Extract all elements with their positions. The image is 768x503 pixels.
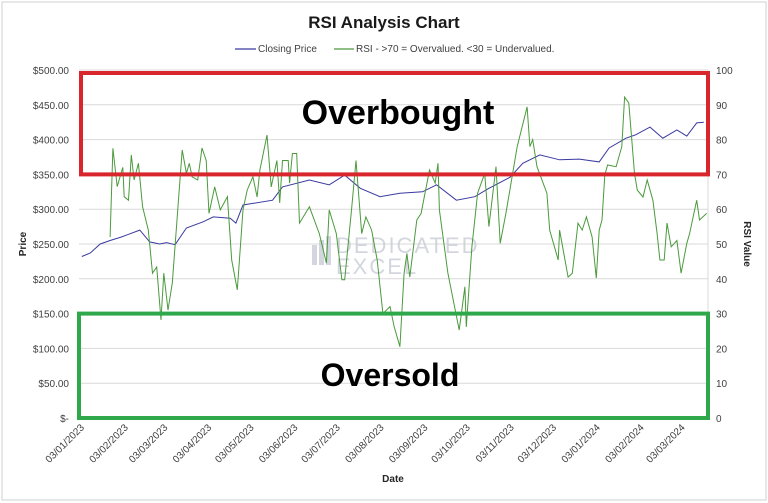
y2-tick-label: 20 [716,344,728,355]
y-tick-label: $300.00 [33,205,70,216]
y2-tick-label: 30 [716,310,728,321]
y-tick-label: $250.00 [33,240,70,251]
watermark-text: EXCEL [336,254,418,279]
legend-rsi-label: RSI - >70 = Overvalued. <30 = Undervalue… [356,44,554,55]
y2-tick-label: 0 [716,414,722,425]
y-tick-label: $450.00 [33,101,70,112]
overbought-zone [79,71,710,177]
watermark-logo-bar [326,236,331,265]
x-axis-title: Date [382,474,404,485]
y-tick-label: $350.00 [33,170,70,181]
oversold-zone [77,311,710,421]
y-tick-label: $- [60,414,69,425]
y2-tick-label: 50 [716,240,728,251]
y-tick-label: $200.00 [33,275,70,286]
y2-axis-title: RSI Value [741,221,752,267]
right-axis-labels: 0 10 20 30 40 50 60 70 80 90 100 [716,66,733,425]
y2-tick-label: 10 [716,379,728,390]
y2-tick-label: 90 [716,101,728,112]
left-axis-labels: $- $50.00 $100.00 $150.00 $200.00 $250.00 $300… [33,66,70,425]
y-tick-label: $100.00 [33,344,70,355]
rsi-line [109,95,707,347]
legend-price-label: Closing Price [258,44,317,55]
y-tick-label: $400.00 [33,136,70,147]
y2-tick-label: 60 [716,205,728,216]
oversold-label: Oversold [321,357,460,393]
y-tick-label: $50.00 [38,379,69,390]
y-tick-label: $500.00 [33,66,70,77]
y2-tick-label: 40 [716,275,728,286]
closing-price-line [81,121,704,257]
chart-title: RSI Analysis Chart [308,13,460,32]
y2-tick-label: 100 [716,66,733,77]
y2-tick-label: 80 [716,136,728,147]
y-tick-label: $150.00 [33,310,70,321]
watermark-logo-bar [319,240,324,265]
watermark-logo-bar [312,245,317,265]
y2-tick-label: 70 [716,170,728,181]
legend: Closing Price RSI - >70 = Overvalued. <3… [235,44,554,55]
y-axis-title: Price [18,231,29,256]
overbought-label: Overbought [302,94,495,132]
